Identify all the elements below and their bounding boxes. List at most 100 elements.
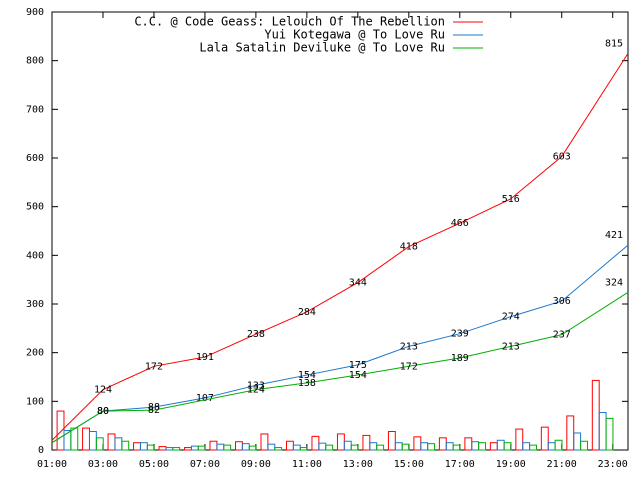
data-label: 138: [298, 378, 316, 389]
bar: [82, 427, 90, 451]
data-label: 418: [400, 242, 418, 253]
x-tick-label: 01:00: [37, 459, 67, 470]
data-label: 239: [451, 329, 469, 340]
bar: [554, 439, 563, 451]
y-tick-label: 300: [26, 299, 44, 310]
bar: [70, 427, 79, 451]
x-tick-label: 13:00: [343, 459, 373, 470]
bar: [478, 442, 487, 451]
data-label: 191: [196, 352, 214, 363]
bar: [216, 443, 225, 451]
x-tick-label: 19:00: [496, 459, 526, 470]
data-label: 82: [148, 405, 160, 416]
data-label: 421: [605, 230, 623, 241]
data-label: 154: [298, 370, 316, 381]
x-tick-label: 03:00: [88, 459, 118, 470]
bar: [401, 443, 410, 451]
y-tick-label: 100: [26, 396, 44, 407]
data-label: 80: [97, 406, 109, 417]
bar: [452, 444, 461, 451]
data-label: 466: [451, 218, 469, 229]
data-label: 172: [400, 361, 418, 372]
bar: [165, 447, 174, 451]
data-label: 237: [553, 330, 571, 341]
bar: [318, 442, 327, 451]
x-tick-label: 11:00: [292, 459, 322, 470]
bar: [267, 443, 276, 451]
bar: [274, 447, 283, 451]
bar: [209, 440, 218, 451]
bar: [515, 428, 524, 451]
bar: [325, 444, 334, 451]
bar: [394, 442, 403, 451]
y-tick-label: 900: [26, 7, 44, 18]
bar: [139, 442, 148, 451]
x-tick-label: 05:00: [139, 459, 169, 470]
x-tick-label: 15:00: [394, 459, 424, 470]
bar: [580, 440, 588, 451]
series-line: [51, 244, 629, 444]
bar: [223, 444, 232, 451]
bar: [522, 442, 531, 451]
bar: [133, 442, 141, 451]
plot-border: [51, 11, 629, 451]
bar: [503, 442, 512, 451]
bar: [369, 442, 378, 451]
bar: [566, 415, 575, 451]
bar: [235, 441, 243, 451]
data-label: 124: [247, 385, 265, 396]
bar: [336, 433, 345, 451]
data-label: 189: [451, 353, 469, 364]
bar: [158, 446, 167, 451]
data-label: 88: [148, 402, 160, 413]
bar: [376, 444, 385, 451]
bar: [285, 440, 294, 451]
y-tick-label: 700: [26, 104, 44, 115]
legend-label: C.C. @ Code Geass: Lelouch Of The Rebell…: [134, 15, 445, 29]
data-label: 172: [145, 361, 163, 372]
bar: [88, 431, 97, 451]
bar: [190, 445, 199, 451]
y-tick-label: 500: [26, 202, 44, 213]
bar: [591, 379, 600, 451]
series-line: [51, 291, 629, 444]
bar: [311, 435, 320, 451]
data-label: 306: [553, 296, 571, 307]
data-label: 124: [94, 385, 112, 396]
legend-label: Lala Satalin Deviluke @ To Love Ru: [199, 41, 445, 55]
data-label: 284: [298, 307, 316, 318]
bar: [540, 426, 549, 451]
series-line: [51, 53, 629, 441]
x-tick-label: 23:00: [598, 459, 628, 470]
bar: [197, 445, 206, 451]
bar: [146, 444, 155, 451]
data-label: 154: [349, 370, 367, 381]
bar: [95, 437, 104, 451]
bar: [496, 439, 505, 451]
bar: [121, 440, 130, 451]
bar: [605, 417, 614, 451]
bar: [438, 437, 447, 451]
data-label: 815: [605, 38, 623, 49]
bar: [598, 412, 607, 451]
bar: [445, 442, 454, 451]
y-tick-label: 800: [26, 56, 44, 67]
bar: [362, 434, 371, 451]
bar: [350, 444, 359, 451]
bar: [299, 447, 308, 451]
x-tick-label: 09:00: [241, 459, 271, 470]
bar: [413, 436, 422, 451]
y-tick-label: 0: [38, 445, 44, 456]
bar: [107, 433, 116, 451]
data-label: 344: [349, 278, 367, 289]
data-label: 213: [400, 341, 418, 352]
bar: [248, 445, 257, 451]
bar: [420, 442, 429, 451]
bar: [387, 431, 396, 451]
data-label: 213: [502, 341, 520, 352]
bar: [292, 444, 301, 451]
bar: [260, 433, 269, 451]
data-label: 516: [502, 194, 520, 205]
bar: [547, 442, 556, 451]
